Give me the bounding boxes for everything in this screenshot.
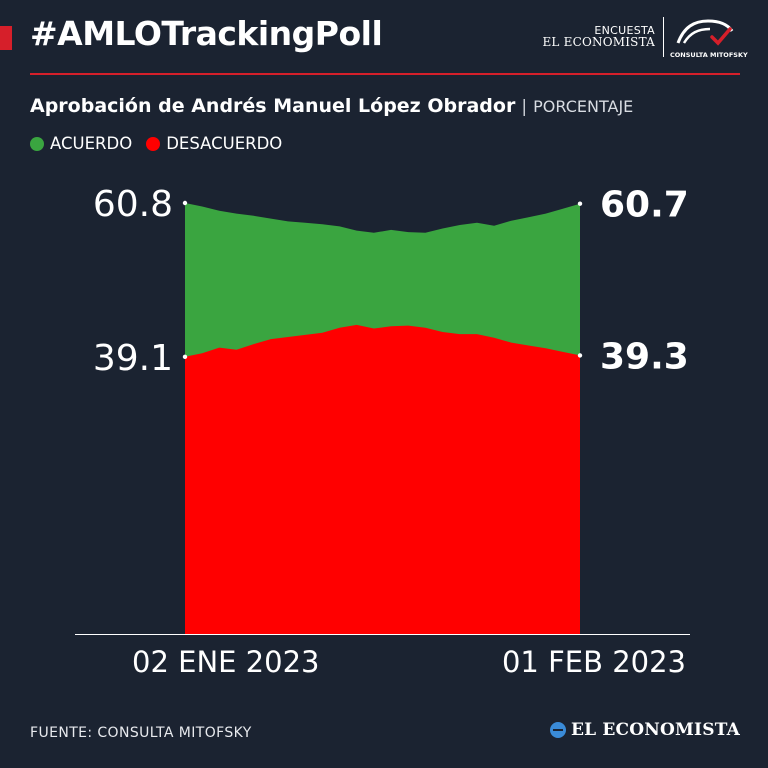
chart-legend: ACUERDO DESACUERDO	[30, 134, 296, 153]
legend-label-desacuerdo: DESACUERDO	[166, 134, 283, 153]
brand-line2: EL ECONOMISTA	[542, 35, 655, 50]
start-point-acuerdo	[182, 200, 188, 206]
mitofsky-logo: CONSULTA MITOFSKY	[670, 15, 748, 59]
brand-line1: ENCUESTA	[594, 23, 655, 37]
chart-areas	[185, 203, 580, 634]
mitofsky-label: CONSULTA MITOFSKY	[670, 51, 748, 59]
page-title: #AMLOTrackingPoll	[30, 14, 383, 53]
end-point-desacuerdo	[577, 353, 583, 358]
legend-item-desacuerdo: DESACUERDO	[146, 134, 282, 153]
end-value-label-desacuerdo: 39.3	[600, 336, 689, 377]
start-value-label-acuerdo: 60.8	[93, 184, 173, 225]
end-value-label-acuerdo: 60.7	[600, 185, 689, 226]
legend-label-acuerdo: ACUERDO	[50, 134, 133, 153]
x-tick-label-end: 01 FEB 2023	[502, 645, 686, 679]
legend-dot-acuerdo	[30, 136, 44, 151]
legend-dot-desacuerdo	[146, 136, 161, 151]
accent-tab	[0, 26, 12, 50]
area-desacuerdo	[185, 324, 580, 634]
header-rule	[30, 73, 740, 75]
subtitle-main: Aprobación de Andrés Manuel López Obrado…	[30, 95, 516, 117]
brand-divider	[663, 17, 664, 57]
x-tick-label-start: 02 ENE 2023	[132, 645, 319, 679]
brand-header: ENCUESTA EL ECONOMISTA CONSULTA MITOFSKY	[542, 14, 748, 60]
publisher-logo: EL ECONOMISTA	[549, 720, 740, 740]
mitofsky-logo-icon	[676, 19, 734, 46]
start-value-label-desacuerdo: 39.1	[93, 338, 173, 379]
chart-subtitle: Aprobación de Andrés Manuel López Obrado…	[30, 95, 633, 117]
end-point-acuerdo	[577, 201, 583, 206]
legend-item-acuerdo: ACUERDO	[30, 134, 132, 153]
globe-icon	[549, 722, 566, 738]
brand-text: ENCUESTA EL ECONOMISTA	[542, 25, 663, 49]
subtitle-separator: |	[521, 97, 528, 117]
publisher-name: EL ECONOMISTA	[570, 720, 740, 740]
source-note: FUENTE: CONSULTA MITOFSKY	[30, 725, 252, 741]
chart-labels: 60.8 60.7 39.1 39.3 02 ENE 2023 01 FEB 2023	[93, 184, 689, 679]
subtitle-unit: PORCENTAJE	[533, 97, 634, 116]
start-point-desacuerdo	[182, 354, 188, 360]
